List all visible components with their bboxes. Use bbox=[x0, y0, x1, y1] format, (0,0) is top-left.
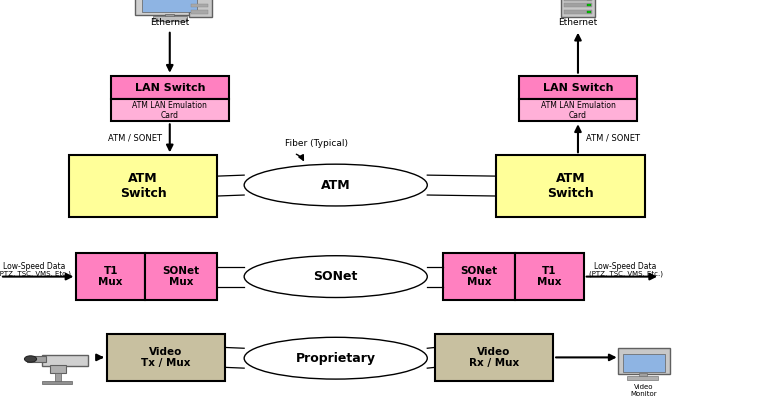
Text: (PTZ, TSC, VMS, Etc.): (PTZ, TSC, VMS, Etc.) bbox=[589, 270, 662, 277]
Text: ATM: ATM bbox=[321, 179, 350, 191]
Text: ATM
Switch: ATM Switch bbox=[120, 172, 166, 200]
Bar bbox=[165, 14, 174, 17]
Text: SONet
Mux: SONet Mux bbox=[460, 266, 497, 287]
Bar bbox=[145, 253, 217, 300]
Text: T1
Mux: T1 Mux bbox=[98, 266, 123, 287]
Bar bbox=[515, 253, 584, 300]
Bar bbox=[618, 348, 670, 374]
Ellipse shape bbox=[24, 356, 37, 362]
Bar bbox=[519, 76, 637, 100]
Bar bbox=[565, 0, 592, 1]
Text: Fiber (Typical): Fiber (Typical) bbox=[285, 139, 348, 148]
Text: Video
Monitor: Video Monitor bbox=[631, 384, 657, 398]
Bar bbox=[107, 334, 225, 381]
Text: ATM / SONET: ATM / SONET bbox=[108, 134, 162, 143]
Bar bbox=[639, 373, 647, 377]
Bar bbox=[111, 76, 229, 100]
Ellipse shape bbox=[244, 337, 427, 379]
Text: ATM / SONET: ATM / SONET bbox=[586, 134, 639, 143]
Text: Ethernet: Ethernet bbox=[559, 18, 597, 27]
Text: Low-Speed Data: Low-Speed Data bbox=[594, 262, 657, 271]
Text: SONet
Mux: SONet Mux bbox=[163, 266, 200, 287]
Bar bbox=[50, 365, 66, 373]
Text: Video
Rx / Mux: Video Rx / Mux bbox=[469, 347, 519, 368]
Bar bbox=[76, 253, 145, 300]
Bar bbox=[588, 11, 591, 13]
Bar bbox=[565, 10, 592, 14]
Text: ATM LAN Emulation
Card: ATM LAN Emulation Card bbox=[132, 101, 208, 120]
Text: Proprietary: Proprietary bbox=[296, 352, 375, 365]
Bar bbox=[42, 355, 88, 366]
Bar bbox=[55, 373, 61, 382]
Ellipse shape bbox=[244, 164, 427, 206]
Text: ATM
Switch: ATM Switch bbox=[547, 172, 594, 200]
Bar bbox=[562, 0, 595, 17]
Text: ATM LAN Emulation
Card: ATM LAN Emulation Card bbox=[540, 101, 616, 120]
Bar bbox=[142, 0, 197, 12]
Bar bbox=[443, 253, 515, 300]
Text: Low-Speed Data: Low-Speed Data bbox=[3, 262, 66, 271]
Bar bbox=[435, 334, 553, 381]
Bar bbox=[69, 155, 217, 217]
Text: T1
Mux: T1 Mux bbox=[537, 266, 562, 287]
Bar bbox=[519, 100, 637, 121]
Text: Video
Tx / Mux: Video Tx / Mux bbox=[141, 347, 191, 368]
Bar bbox=[496, 155, 645, 217]
Text: Ethernet: Ethernet bbox=[150, 18, 189, 27]
Text: LAN Switch: LAN Switch bbox=[134, 82, 205, 92]
Bar bbox=[191, 4, 208, 7]
Text: SONet: SONet bbox=[314, 270, 358, 283]
Text: (PTZ, TSC, VMS, Etc.): (PTZ, TSC, VMS, Etc.) bbox=[0, 270, 71, 277]
Bar bbox=[111, 100, 229, 121]
Bar bbox=[565, 3, 592, 7]
Bar bbox=[188, 0, 211, 17]
Bar bbox=[153, 16, 186, 21]
Bar bbox=[27, 356, 46, 362]
Bar bbox=[627, 376, 658, 380]
Ellipse shape bbox=[244, 256, 427, 298]
Bar bbox=[588, 4, 591, 6]
Text: LAN Switch: LAN Switch bbox=[542, 82, 613, 92]
Bar bbox=[191, 10, 208, 14]
Bar bbox=[136, 0, 204, 15]
Bar bbox=[623, 354, 665, 372]
Bar bbox=[42, 381, 72, 384]
